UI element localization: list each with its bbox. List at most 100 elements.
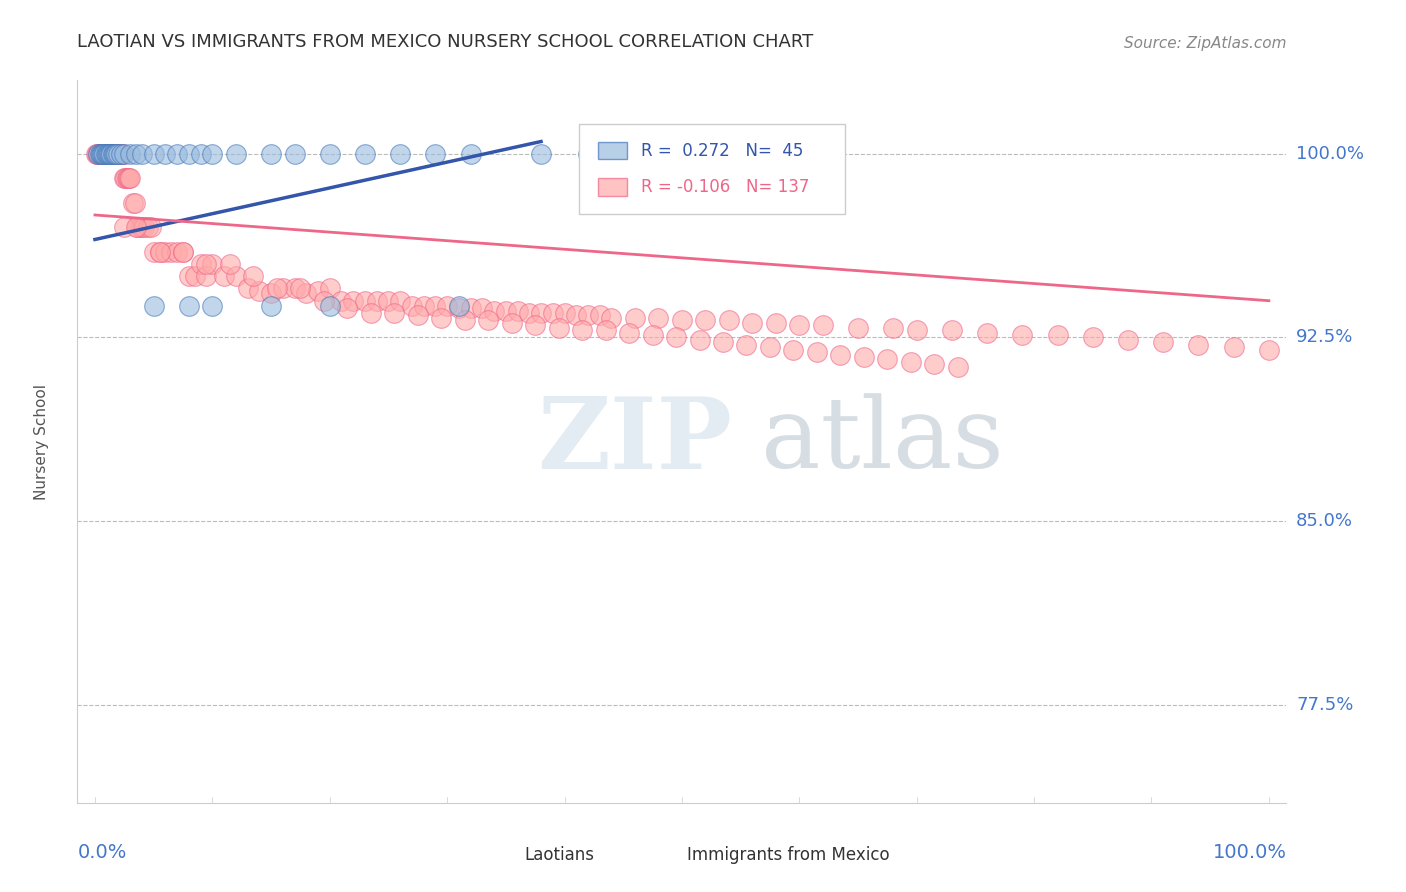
Point <box>565 309 588 323</box>
Point <box>94 146 117 161</box>
Point <box>319 281 342 295</box>
Point <box>506 303 529 318</box>
Point <box>90 146 112 161</box>
Point <box>711 335 734 350</box>
Point <box>624 310 647 325</box>
Point <box>136 220 159 235</box>
Point <box>121 195 143 210</box>
Point <box>91 146 114 161</box>
Point <box>924 358 946 372</box>
Point <box>142 299 165 313</box>
Point <box>108 146 131 161</box>
Point <box>454 313 477 327</box>
Point <box>852 350 875 364</box>
Point <box>1011 328 1033 343</box>
Text: atlas: atlas <box>761 393 1004 490</box>
Point <box>495 303 517 318</box>
Text: ZIP: ZIP <box>537 393 731 490</box>
Point <box>112 146 135 161</box>
Text: 85.0%: 85.0% <box>1296 512 1353 530</box>
Point <box>425 146 447 161</box>
Point <box>671 313 693 327</box>
Point <box>242 269 264 284</box>
Point <box>1081 330 1104 344</box>
Point <box>114 171 136 186</box>
Point <box>425 299 447 313</box>
Point <box>377 293 399 308</box>
Point <box>90 146 112 161</box>
Point <box>811 318 834 333</box>
Text: 100.0%: 100.0% <box>1212 843 1286 862</box>
Point <box>112 171 135 186</box>
Point <box>98 146 121 161</box>
Point <box>111 146 134 161</box>
Point <box>212 269 235 284</box>
Point <box>183 269 205 284</box>
Point <box>412 299 434 313</box>
Point <box>219 257 242 271</box>
Point <box>128 220 150 235</box>
Point <box>98 146 121 161</box>
Point <box>576 309 599 323</box>
Point <box>91 146 114 161</box>
Point <box>976 326 998 340</box>
Point <box>201 146 224 161</box>
Point <box>142 146 165 161</box>
Point <box>501 316 523 330</box>
Point <box>406 309 429 323</box>
Point <box>166 146 188 161</box>
FancyBboxPatch shape <box>599 178 627 195</box>
Point <box>195 269 218 284</box>
Point <box>430 310 453 325</box>
Point <box>846 320 869 334</box>
Point <box>101 146 124 161</box>
Point <box>741 316 763 330</box>
Point <box>401 299 423 313</box>
Point <box>89 146 111 161</box>
Point <box>830 348 852 362</box>
Point <box>225 269 247 284</box>
Point <box>97 146 120 161</box>
Point <box>354 146 377 161</box>
Point <box>382 306 405 320</box>
Point <box>271 281 294 295</box>
Point <box>307 284 329 298</box>
Text: 100.0%: 100.0% <box>1296 145 1364 162</box>
Point <box>93 146 115 161</box>
Point <box>787 318 810 333</box>
Text: LAOTIAN VS IMMIGRANTS FROM MEXICO NURSERY SCHOOL CORRELATION CHART: LAOTIAN VS IMMIGRANTS FROM MEXICO NURSER… <box>77 33 814 52</box>
Point <box>342 293 364 308</box>
Point <box>195 257 218 271</box>
Point <box>117 171 139 186</box>
Point <box>105 146 128 161</box>
Point <box>201 299 224 313</box>
Point <box>266 281 288 295</box>
Point <box>336 301 359 315</box>
Point <box>283 146 305 161</box>
Point <box>1222 340 1244 354</box>
Point <box>125 220 148 235</box>
Point <box>782 343 804 357</box>
Point <box>941 323 963 337</box>
Point <box>617 326 640 340</box>
Point <box>571 323 593 337</box>
Point <box>290 281 312 295</box>
Point <box>177 299 200 313</box>
Text: Source: ZipAtlas.com: Source: ZipAtlas.com <box>1123 37 1286 52</box>
Point <box>115 171 138 186</box>
Point <box>436 299 458 313</box>
Point <box>260 286 283 301</box>
Text: Nursery School: Nursery School <box>34 384 49 500</box>
Point <box>1116 333 1139 347</box>
Point <box>134 220 156 235</box>
Point <box>260 299 283 313</box>
Point <box>1187 338 1209 352</box>
Point <box>1257 343 1279 357</box>
Text: 77.5%: 77.5% <box>1296 696 1354 714</box>
Point <box>636 146 658 161</box>
Point <box>166 244 188 259</box>
Point <box>900 355 922 369</box>
Point <box>360 306 382 320</box>
Point <box>172 244 194 259</box>
Point <box>806 345 828 359</box>
